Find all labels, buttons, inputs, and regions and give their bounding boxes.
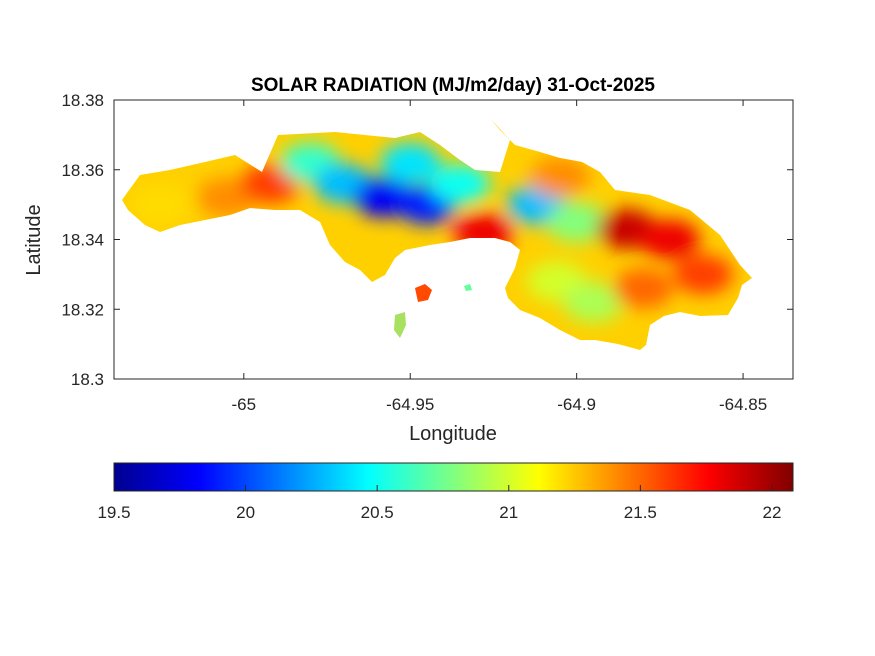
colorbar-tick-label: 20 xyxy=(236,503,255,522)
islet-small xyxy=(464,284,472,291)
x-tick-label: -64.9 xyxy=(557,395,596,414)
colorbar xyxy=(113,462,794,492)
y-tick-label: 18.36 xyxy=(61,161,104,180)
field-region-8 xyxy=(430,163,491,204)
y-tick-label: 18.32 xyxy=(61,300,104,319)
islet-red xyxy=(415,284,432,302)
colorbar-tick-label: 19.5 xyxy=(97,503,130,522)
field-region-18 xyxy=(530,156,591,197)
field-region-15 xyxy=(563,282,624,323)
x-tick-label: -65 xyxy=(232,395,257,414)
field-region-11 xyxy=(546,202,607,243)
y-ticks: 18.3 18.32 18.34 18.36 18.38 xyxy=(61,91,793,389)
field-region-16 xyxy=(613,268,674,309)
x-tick-label: -64.85 xyxy=(719,395,767,414)
colorbar-tick-label: 21 xyxy=(499,503,518,522)
y-tick-label: 18.34 xyxy=(61,231,104,250)
field-region-7 xyxy=(380,142,441,183)
y-tick-label: 18.3 xyxy=(71,370,104,389)
colorbar-ticks: 19.5 20 20.5 21 21.5 22 xyxy=(97,485,781,522)
x-axis-label: Longitude xyxy=(409,423,497,445)
x-tick-label: -64.95 xyxy=(386,395,434,414)
colorbar-tick-label: 21.5 xyxy=(624,503,657,522)
islet-green xyxy=(394,312,406,338)
field-region-13 xyxy=(639,219,700,260)
field-region-17 xyxy=(673,254,734,295)
y-tick-label: 18.38 xyxy=(61,91,104,110)
colorbar-tick-label: 20.5 xyxy=(361,503,394,522)
field-region-0 xyxy=(130,184,191,225)
colorbar-tick-label: 22 xyxy=(762,503,781,522)
y-axis-label: Latitude xyxy=(23,204,45,275)
x-ticks: -65 -64.95 -64.9 -64.85 xyxy=(232,100,767,414)
chart-title: SOLAR RADIATION (MJ/m2/day) 31-Oct-2025 xyxy=(251,75,655,96)
